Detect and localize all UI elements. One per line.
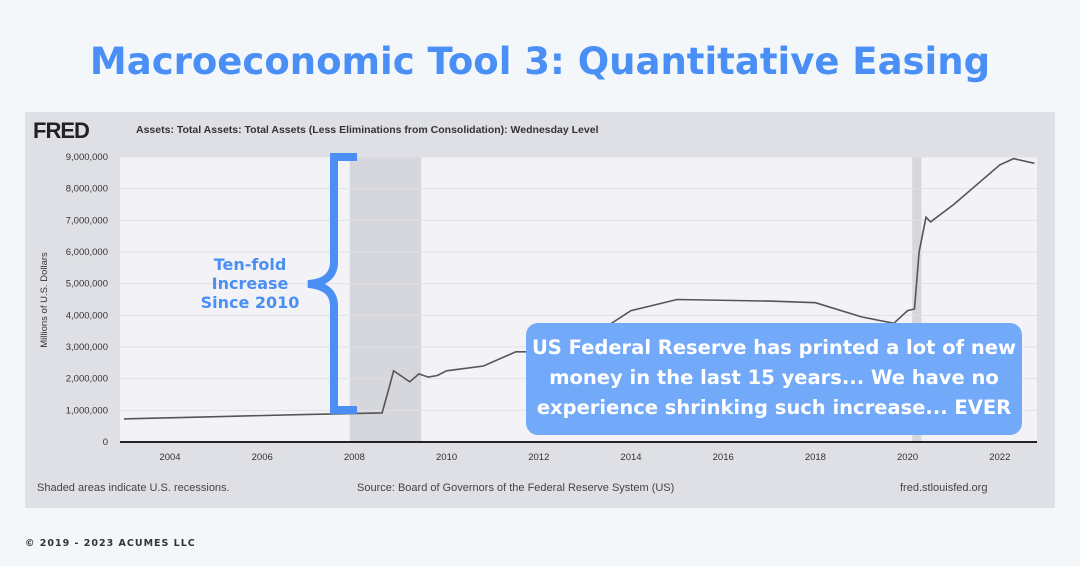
callout-box: US Federal Reserve has printed a lot of … — [526, 323, 1022, 435]
y-tick-label: 7,000,000 — [66, 215, 108, 226]
recession-band — [349, 157, 422, 442]
x-tick-label: 2016 — [713, 452, 734, 463]
tenfold-annotation: Ten-fold Increase Since 2010 — [200, 255, 300, 312]
y-tick-label: 9,000,000 — [66, 152, 108, 163]
y-tick-label: 5,000,000 — [66, 279, 108, 290]
x-tick-label: 2018 — [805, 452, 826, 463]
y-tick-label: 4,000,000 — [66, 310, 108, 321]
fred-logo: FRED — [33, 118, 90, 143]
footer-recession-note: Shaded areas indicate U.S. recessions. — [37, 482, 230, 494]
x-tick-label: 2012 — [528, 452, 549, 463]
y-tick-label: 2,000,000 — [66, 374, 108, 385]
footer-url: fred.stlouisfed.org — [900, 482, 988, 494]
y-tick-label: 0 — [103, 437, 108, 448]
x-tick-label: 2022 — [989, 452, 1010, 463]
y-tick-label: 8,000,000 — [66, 184, 108, 195]
x-tick-label: 2014 — [620, 452, 641, 463]
x-tick-label: 2020 — [897, 452, 918, 463]
recession-band — [912, 157, 922, 442]
x-tick-label: 2004 — [159, 452, 180, 463]
copyright: © 2019 - 2023 ACUMES LLC — [25, 538, 196, 549]
x-tick-label: 2010 — [436, 452, 457, 463]
x-tick-label: 2006 — [252, 452, 273, 463]
y-tick-label: 6,000,000 — [66, 247, 108, 258]
y-axis-label: Millions of U.S. Dollars — [39, 252, 50, 348]
x-tick-label: 2008 — [344, 452, 365, 463]
y-tick-label: 1,000,000 — [66, 405, 108, 416]
y-tick-label: 3,000,000 — [66, 342, 108, 353]
series-legend: Assets: Total Assets: Total Assets (Less… — [136, 124, 599, 136]
page-title: Macroeconomic Tool 3: Quantitative Easin… — [89, 40, 991, 83]
footer-source: Source: Board of Governors of the Federa… — [357, 482, 675, 494]
curly-bracket — [307, 153, 357, 414]
